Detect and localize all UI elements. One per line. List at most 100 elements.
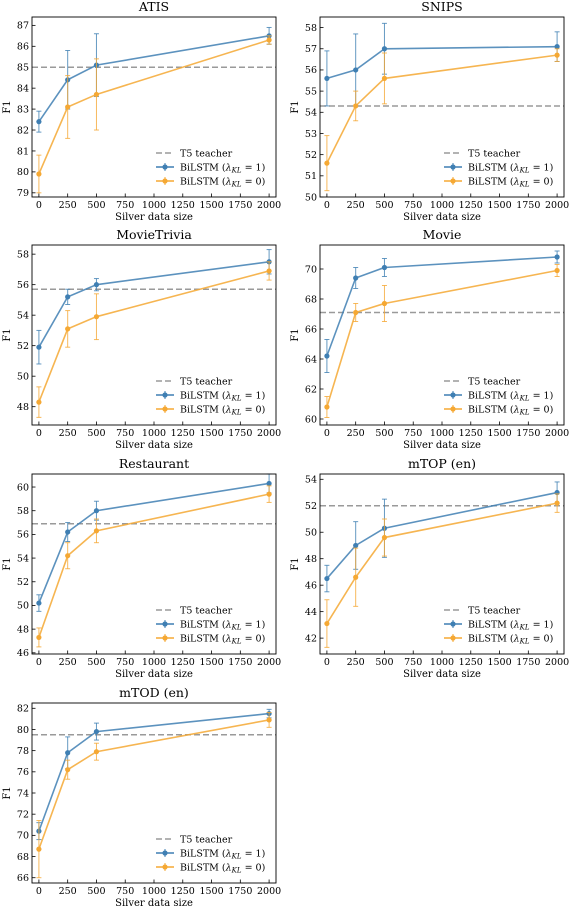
series-line [38,719,270,850]
y-axis-label: F1 [2,328,13,341]
x-tick-label: 1250 [459,657,483,668]
legend-label-series: BiLSTM (λKL = 1) [180,391,265,403]
y-tick-label: 50 [305,192,317,203]
legend-label-series: BiLSTM (λKL = 1) [468,620,553,632]
legend-swatch-marker [450,392,456,398]
y-tick-label: 60 [17,482,29,493]
y-axis-label: F1 [290,100,301,113]
x-tick-label: 1250 [459,428,483,439]
legend-label-series: BiLSTM (λKL = 1) [180,163,265,175]
y-tick-label: 54 [305,108,317,119]
x-tick-label: 2000 [545,428,569,439]
x-tick-label: 0 [36,886,42,897]
x-tick-label: 750 [404,200,422,211]
series-line [38,260,270,348]
y-tick-label: 54 [17,310,29,321]
x-tick-label: 500 [87,428,105,439]
y-tick-label: 48 [17,624,29,635]
y-axis-label: F1 [290,557,301,570]
y-tick-label: 62 [305,384,317,395]
legend-lambda-symbol: λ [225,863,232,874]
y-tick-label: 58 [17,506,29,517]
legend-lambda-subscript: KL [231,181,242,189]
legend-label-series: BiLSTM (λKL = 1) [180,620,265,632]
x-tick-label: 1750 [228,428,252,439]
series-kl0 [36,712,272,879]
y-tick-label: 70 [17,831,29,842]
data-point [554,52,560,58]
legend-label-prefix: BiLSTM ( [180,163,226,174]
legend-lambda-subscript: KL [231,395,242,403]
data-point [381,300,388,307]
data-point [554,267,560,274]
x-tick-label: 2000 [545,200,569,211]
x-tick-label: 750 [116,657,134,668]
x-axis-label: Silver data size [403,440,481,451]
legend-label-suffix: = 0) [242,405,266,416]
x-tick-label: 750 [404,428,422,439]
plot-frame [31,473,277,655]
legend-lambda-symbol: λ [225,849,232,860]
series-line [326,502,558,624]
series-line [38,482,270,604]
legend-lambda-symbol: λ [513,177,520,188]
y-tick-label: 85 [17,63,29,74]
chart-title: SNIPS [421,0,462,14]
y-tick-label: 87 [17,21,29,32]
series-kl0 [324,48,560,192]
legend-label-suffix: = 1) [530,163,554,174]
data-point [353,574,359,580]
data-point [266,37,272,43]
legend-label-series: BiLSTM (λKL = 1) [180,849,265,861]
data-point [93,728,100,735]
data-point [266,268,272,274]
series-kl0 [36,485,272,648]
data-point [93,749,100,755]
x-tick-label: 1250 [459,200,483,211]
x-tick-label: 1000 [430,657,454,668]
y-tick-label: 48 [17,402,29,413]
legend-label-prefix: BiLSTM ( [180,620,226,631]
data-point [93,282,100,288]
legend-label-suffix: = 1) [242,620,266,631]
x-tick-label: 2000 [257,428,281,439]
y-tick-label: 48 [305,554,317,565]
chart-title: Restaurant [119,456,189,471]
legend-label-prefix: BiLSTM ( [180,177,226,188]
data-point [554,500,560,506]
legend-lambda-symbol: λ [225,391,232,402]
x-tick-label: 1250 [171,428,195,439]
x-tick-label: 1500 [199,428,223,439]
chart-title: Movie [423,227,462,242]
legend-label-suffix: = 1) [530,620,554,631]
chart-panel-2: SNIPS 0 250 500 750 1000 1250 1500 1750 2000 50 51 5… [290,0,569,223]
legend-label-prefix: BiLSTM ( [468,163,514,174]
series-kl0 [324,264,560,418]
legend-label-suffix: = 0) [242,863,266,874]
y-tick-label: 56 [305,65,317,76]
x-tick-label: 1000 [142,200,166,211]
legend-label-series: BiLSTM (λKL = 0) [468,177,553,189]
x-tick-label: 250 [347,428,365,439]
data-point [65,326,71,332]
x-tick-label: 2000 [545,657,569,668]
y-tick-label: 64 [305,354,317,365]
y-tick-label: 74 [17,788,29,799]
legend-lambda-symbol: λ [225,405,232,416]
legend-lambda-subscript: KL [519,409,530,417]
legend-label-teacher: T5 teacher [180,377,233,388]
x-tick-label: 1750 [516,657,540,668]
x-tick-label: 1750 [516,200,540,211]
chart-title: ATIS [138,0,169,14]
y-tick-label: 68 [305,294,317,305]
y-tick-label: 52 [17,577,29,588]
y-tick-label: 52 [305,501,317,512]
legend-label-series: BiLSTM (λKL = 0) [180,863,265,875]
legend-swatch-marker [450,406,456,412]
y-tick-label: 83 [17,104,29,115]
x-tick-label: 750 [404,657,422,668]
